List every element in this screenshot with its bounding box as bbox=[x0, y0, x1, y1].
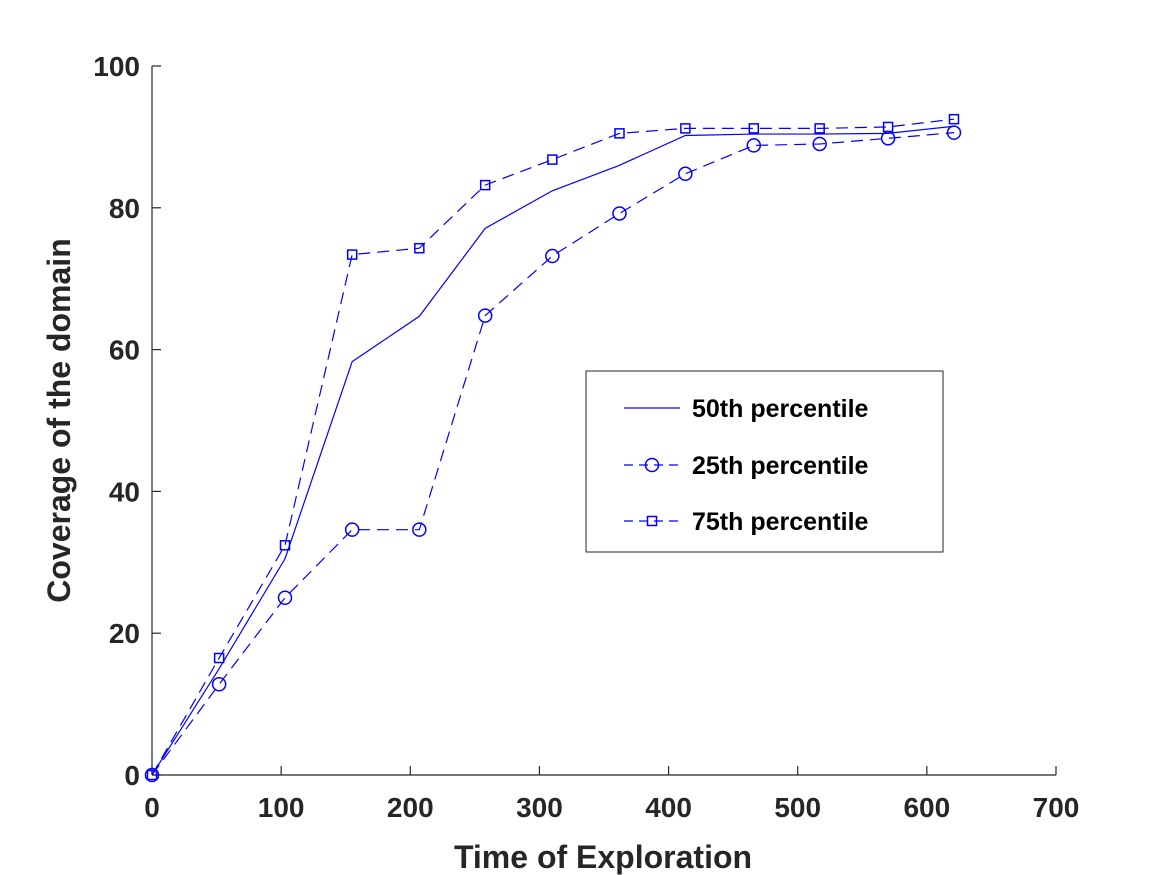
data-point bbox=[412, 522, 427, 537]
x-tick-label: 100 bbox=[258, 792, 305, 823]
y-tick-label: 0 bbox=[124, 760, 140, 791]
data-point bbox=[144, 767, 160, 783]
data-point bbox=[614, 128, 625, 139]
data-point bbox=[814, 123, 825, 134]
x-tick-label: 700 bbox=[1033, 792, 1080, 823]
data-point bbox=[414, 242, 425, 254]
data-point bbox=[547, 154, 558, 165]
data-point bbox=[678, 166, 693, 182]
y-tick-label: 100 bbox=[93, 51, 140, 82]
series-line bbox=[151, 132, 955, 776]
data-point bbox=[213, 652, 225, 664]
x-axis-label: Time of Exploration bbox=[454, 839, 752, 875]
data-point bbox=[279, 540, 291, 551]
data-point bbox=[211, 676, 227, 692]
axes: 0 100 200 300 400 500 600 700 0 20 40 60 80 100 bbox=[93, 51, 1079, 823]
data-point bbox=[545, 248, 560, 264]
data-point bbox=[344, 522, 360, 537]
x-tick-label: 400 bbox=[645, 792, 692, 823]
series-line bbox=[151, 125, 955, 776]
data-point bbox=[680, 123, 691, 134]
x-tick-label: 600 bbox=[903, 792, 950, 823]
legend-marker bbox=[646, 515, 658, 527]
y-axis-label: Coverage of the domain bbox=[41, 238, 77, 603]
x-tick-label: 500 bbox=[774, 792, 821, 823]
data-point bbox=[882, 121, 894, 133]
data-point bbox=[946, 125, 962, 140]
series-line bbox=[151, 118, 955, 776]
data-point bbox=[346, 249, 358, 260]
legend-box bbox=[585, 370, 944, 553]
data-point bbox=[146, 769, 158, 781]
y-tick-label: 80 bbox=[109, 193, 140, 224]
legend: 50th percentile 25th percentile 75th perce… bbox=[585, 370, 944, 553]
series-3 bbox=[146, 113, 960, 781]
data-point bbox=[612, 206, 627, 221]
legend-marker bbox=[644, 457, 660, 473]
data-point bbox=[746, 138, 762, 153]
legend-label: 75th percentile bbox=[692, 508, 869, 536]
series-1 bbox=[151, 125, 955, 776]
data-point bbox=[812, 136, 827, 152]
legend-item: 50th percentile bbox=[624, 395, 869, 423]
y-tick-label: 60 bbox=[109, 335, 140, 366]
data-point bbox=[277, 590, 293, 605]
data-point bbox=[477, 308, 493, 323]
x-tick-label: 200 bbox=[387, 792, 434, 823]
legend-item: 75th percentile bbox=[624, 508, 869, 536]
series-2 bbox=[144, 125, 962, 783]
data-point bbox=[748, 123, 760, 134]
series-layer bbox=[144, 113, 962, 783]
legend-item: 25th percentile bbox=[624, 452, 869, 480]
y-tick-label: 40 bbox=[109, 476, 140, 507]
x-tick-label: 300 bbox=[516, 792, 563, 823]
legend-label: 50th percentile bbox=[692, 395, 869, 423]
data-point bbox=[479, 179, 491, 191]
y-tick-label: 20 bbox=[109, 618, 140, 649]
data-point bbox=[948, 113, 960, 125]
x-tick-label: 0 bbox=[144, 792, 160, 823]
legend-label: 25th percentile bbox=[692, 452, 869, 480]
